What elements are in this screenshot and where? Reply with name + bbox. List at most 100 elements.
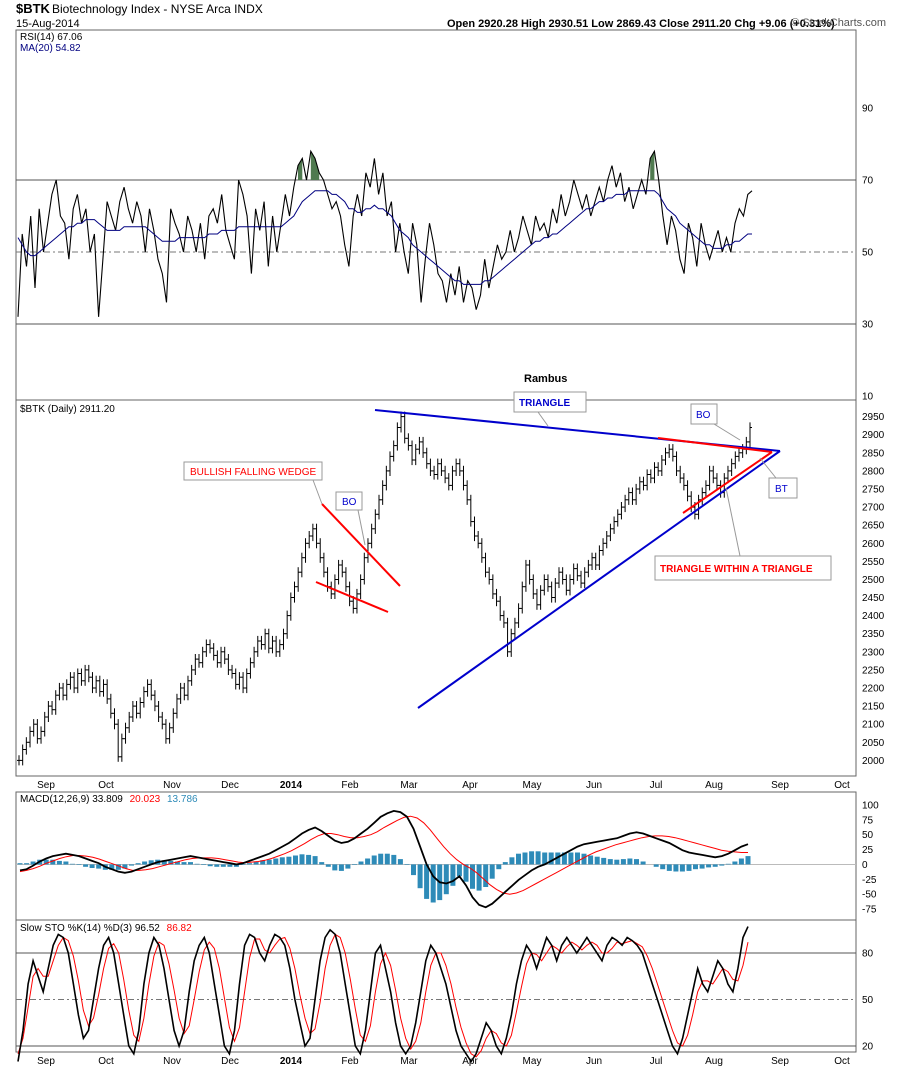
ohlc-readout: Open 2920.28 High 2930.51 Low 2869.43 Cl… <box>447 18 835 30</box>
price-bar <box>450 465 455 491</box>
price-bar <box>597 545 602 570</box>
macd-hist-bar <box>509 857 515 865</box>
price-bar <box>68 672 73 690</box>
macd-hist-bar <box>706 864 712 868</box>
macd-hist-bar <box>96 864 102 869</box>
macd-hist-bar <box>738 858 744 865</box>
x-axis-bottom: Sep Oct Nov Dec 2014 Feb Mar Apr May Jun Jul Aug Sep… <box>37 1056 850 1067</box>
price-bar <box>362 552 367 585</box>
macd-hist-bar <box>581 853 587 865</box>
price-bar <box>274 635 279 657</box>
price-bar <box>700 487 705 505</box>
macd-hist-bar <box>188 862 193 865</box>
macd-hist-bar <box>207 864 213 867</box>
price-bar <box>406 433 411 451</box>
x-axis-bottom-label: 2014 <box>280 1056 303 1067</box>
macd-hist-bar <box>115 864 121 870</box>
price-bar <box>564 574 569 596</box>
macd-hist-bar <box>279 857 285 865</box>
price-bar <box>421 436 426 458</box>
price-bar <box>255 635 260 657</box>
x-axis-bottom-label: May <box>523 1056 542 1067</box>
price-bar <box>167 722 172 744</box>
rsi-tick-label: 50 <box>862 248 874 259</box>
macd-hist-bar <box>548 852 554 865</box>
price-bar <box>17 755 21 766</box>
price-bar <box>531 574 536 599</box>
macd-hist-bar <box>607 859 613 865</box>
price-bar <box>479 538 484 563</box>
price-bar <box>145 679 150 697</box>
macd-hist-bar <box>345 864 351 869</box>
price-bar <box>582 567 587 589</box>
price-bar <box>299 552 304 578</box>
price-bar <box>358 574 363 599</box>
macd-hist-bar <box>194 863 200 865</box>
price-bar <box>545 574 550 592</box>
rsi-line <box>17 149 753 317</box>
rsi-tick-label: 10 <box>862 392 874 403</box>
price-bar <box>314 523 319 549</box>
price-bar <box>553 578 558 603</box>
x-axis-price-label: Dec <box>221 780 239 791</box>
price-bar <box>138 697 143 719</box>
price-bar <box>667 444 672 458</box>
price-bar <box>571 563 576 585</box>
macd-hist-bar <box>640 861 646 865</box>
macd-hist-bar <box>732 861 738 865</box>
x-axis-bottom-label: Aug <box>705 1056 723 1067</box>
price-bar <box>534 588 539 610</box>
price-bar <box>263 628 268 650</box>
price-tick-label: 2950 <box>862 412 885 423</box>
price-bar <box>601 538 606 556</box>
price-bar <box>28 726 33 748</box>
price-bar <box>410 440 415 466</box>
price-bar <box>659 455 664 476</box>
macd-hist-bar <box>719 864 725 866</box>
inner-triangle-callout-text: TRIANGLE WITHIN A TRIANGLE <box>660 564 813 575</box>
price-bar <box>252 646 257 668</box>
macd-hist-bar <box>247 863 252 865</box>
price-bar <box>222 646 227 665</box>
macd-hist-bar <box>470 864 475 889</box>
bo-callout-1-text: BO <box>342 497 357 508</box>
price-bar <box>733 451 738 469</box>
macd-hist-bar <box>358 861 364 865</box>
rsi-overbought-fill <box>310 151 320 180</box>
price-tick-label: 2200 <box>862 684 885 695</box>
price-bar <box>744 436 749 455</box>
x-axis-bottom-label: Mar <box>400 1056 418 1067</box>
price-bar <box>424 447 429 469</box>
price-bar <box>681 473 686 491</box>
price-tick-label: 2650 <box>862 521 885 532</box>
price-bar <box>501 610 506 628</box>
price-bar <box>729 458 734 476</box>
x-axis-price-label: Jun <box>586 780 602 791</box>
price-bar <box>123 722 128 744</box>
stoch-tick-label: 50 <box>862 995 874 1006</box>
price-bar <box>174 693 179 719</box>
price-bar <box>108 693 113 719</box>
symbol-label: $BTK <box>16 1 51 16</box>
triangle-callout-text: TRIANGLE <box>519 398 570 409</box>
macd-hist-bar <box>352 864 357 865</box>
macd-hist-bar <box>397 859 403 865</box>
x-axis-bottom-label: Jun <box>586 1056 602 1067</box>
inner-triangle-upper <box>657 437 773 453</box>
price-bar <box>542 574 547 596</box>
price-tick-label: 2000 <box>862 756 885 767</box>
price-tick-label: 2100 <box>862 720 885 731</box>
price-bar <box>266 628 271 654</box>
price-bar <box>101 679 106 697</box>
price-bar <box>244 668 249 694</box>
price-bar <box>200 646 205 668</box>
macd-legend-hist: 13.786 <box>167 794 198 805</box>
price-bar <box>288 592 293 621</box>
macd-hist-bar <box>660 864 666 870</box>
price-bar <box>20 744 25 766</box>
x-axis-price-label: Apr <box>462 780 478 791</box>
price-bar <box>196 654 201 668</box>
price-bar <box>443 465 448 484</box>
stoch-panel-frame <box>15 919 857 1053</box>
